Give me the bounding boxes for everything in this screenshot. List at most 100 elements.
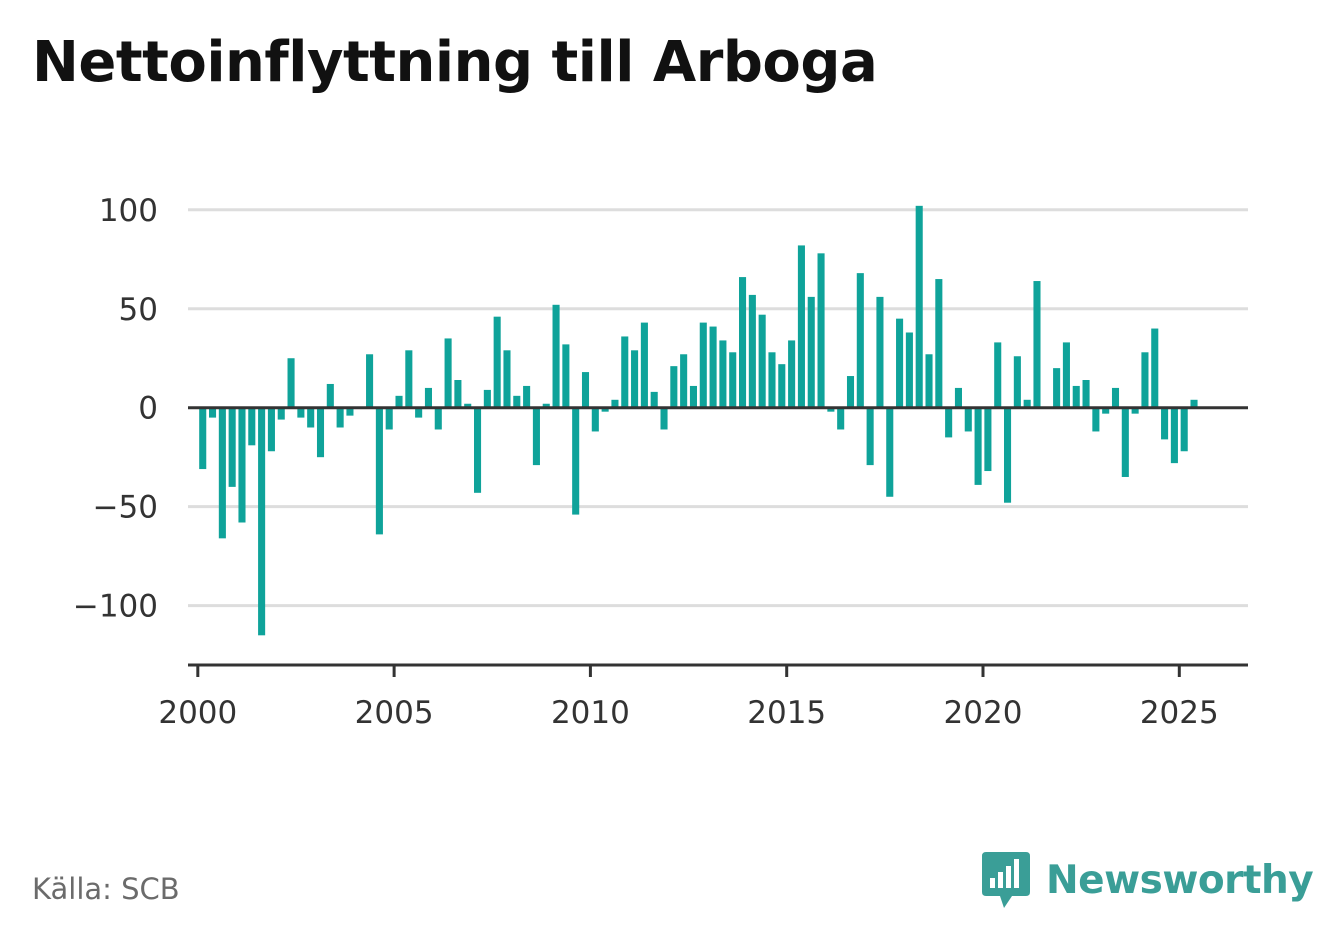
y-tick-label: −100: [73, 589, 158, 625]
bar: [474, 407, 482, 493]
bar: [886, 407, 894, 497]
brand-logo: Newsworthy: [980, 850, 1314, 910]
bar: [591, 407, 599, 432]
bar: [945, 407, 953, 438]
bar: [444, 338, 452, 408]
bar: [375, 407, 383, 535]
bar: [209, 407, 217, 418]
bar: [1092, 407, 1100, 432]
bar: [876, 296, 884, 408]
bar: [415, 407, 423, 418]
bar: [248, 407, 256, 446]
bar: [709, 326, 717, 408]
bar: [631, 350, 639, 408]
bar: [680, 354, 688, 408]
bars: [199, 205, 1198, 636]
bar: [758, 314, 766, 408]
bar: [817, 253, 825, 408]
bar: [434, 407, 442, 430]
x-tick-label: 2010: [551, 695, 630, 731]
bar: [326, 383, 334, 408]
bar: [366, 354, 374, 408]
bar: [513, 395, 521, 408]
bar: [238, 407, 246, 523]
bar: [1082, 380, 1090, 408]
bar: [974, 407, 982, 485]
bar: [670, 366, 678, 408]
chart-title: Nettoinflyttning till Arboga: [32, 30, 878, 95]
bar: [837, 407, 845, 430]
x-tick-labels: 2000 2005 2010 2015 2020 2025: [158, 695, 1218, 731]
bar: [984, 407, 992, 472]
bar: [346, 407, 354, 416]
bar: [896, 318, 904, 408]
bar: [385, 407, 393, 430]
bar: [1170, 407, 1178, 464]
bar: [218, 407, 226, 539]
bar: [199, 407, 207, 470]
bar: [1102, 407, 1110, 414]
bar: [523, 385, 531, 408]
bar: [277, 407, 285, 420]
bar: [768, 352, 776, 408]
bar: [689, 385, 697, 408]
bar: [454, 380, 462, 408]
x-tick-label: 2015: [747, 695, 826, 731]
bar: [827, 407, 835, 412]
bar: [1141, 352, 1149, 408]
y-tick-label: −50: [93, 490, 158, 526]
bar: [552, 304, 560, 408]
source-note: Källa: SCB: [32, 872, 180, 906]
bar: [1161, 407, 1169, 440]
bar: [1033, 281, 1041, 408]
bar: [258, 407, 266, 636]
brand-name: Newsworthy: [1046, 857, 1314, 903]
bar: [739, 277, 747, 408]
bar: [336, 407, 344, 428]
bar: [915, 205, 923, 408]
bar: [1004, 407, 1012, 503]
y-tick-label: 0: [138, 391, 158, 427]
bar: [621, 336, 629, 408]
bar: [1053, 368, 1061, 408]
bar: [905, 332, 913, 408]
bar: [925, 354, 933, 408]
bar: [650, 391, 658, 408]
bar: [1072, 385, 1080, 408]
bar: [464, 403, 472, 408]
bar: [1062, 342, 1070, 408]
bar: [287, 358, 295, 408]
bar: [228, 407, 236, 487]
bar: [1180, 407, 1188, 452]
bar: [1121, 407, 1129, 477]
bar: [297, 407, 305, 418]
bar: [748, 294, 756, 408]
bar: [307, 407, 315, 428]
bar: [405, 350, 413, 408]
bar: [316, 407, 325, 458]
bar: [797, 245, 805, 408]
bar: [532, 407, 540, 466]
bar: [964, 407, 972, 432]
bar: [954, 387, 962, 408]
bar: [611, 399, 619, 408]
bar: [846, 376, 855, 408]
bar: [542, 403, 550, 408]
newsworthy-logo-icon: [982, 852, 1030, 908]
bar: [483, 389, 491, 408]
bar: [572, 407, 580, 515]
bar: [935, 279, 943, 408]
gridlines: [188, 208, 1248, 608]
bar: [807, 296, 815, 408]
bar: [640, 322, 648, 408]
y-tick-label: 50: [119, 292, 158, 328]
bar: [778, 364, 786, 408]
bar: [1131, 407, 1139, 414]
x-tick-label: 2020: [944, 695, 1023, 731]
bar: [503, 350, 511, 408]
bar: [788, 340, 796, 408]
x-tick-label: 2025: [1140, 695, 1219, 731]
bar: [1190, 399, 1198, 408]
bar: [1111, 387, 1120, 408]
